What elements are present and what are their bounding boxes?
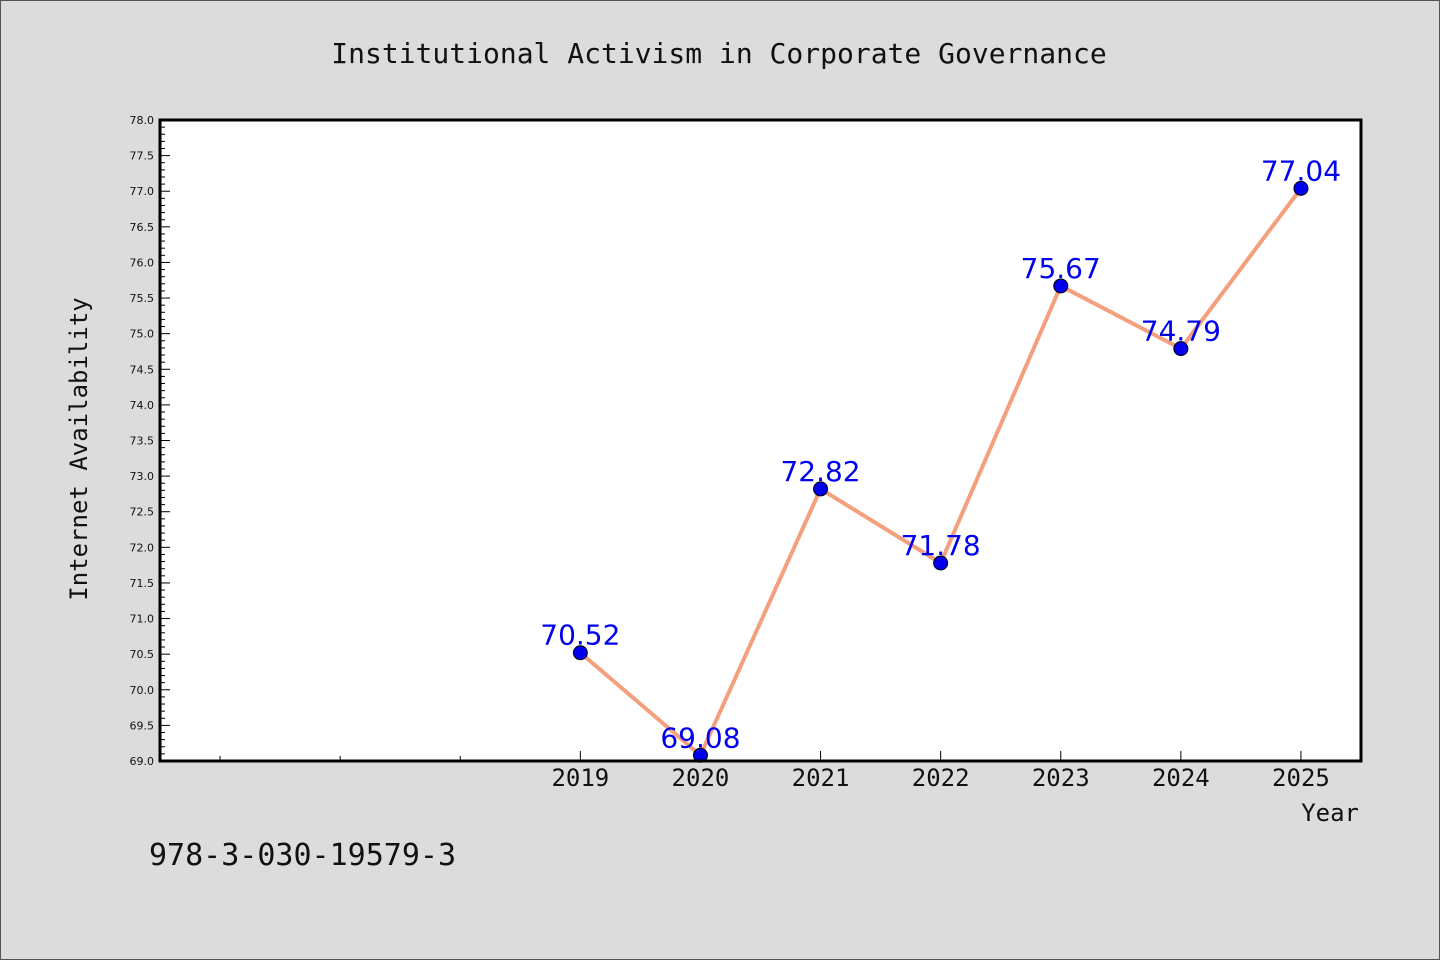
- plot-area: [160, 120, 1361, 761]
- data-label: 71.78: [901, 529, 981, 562]
- y-tick-label: 73.0: [130, 470, 155, 483]
- data-point: [933, 555, 949, 571]
- y-tick-label: 76.5: [130, 221, 155, 234]
- data-point: [1293, 180, 1309, 196]
- y-tick-label: 78.0: [130, 114, 155, 127]
- data-label: 74.79: [1141, 315, 1221, 348]
- annotation-code: 978-3-030-19579-3: [149, 838, 456, 873]
- plot-frame: [158, 118, 1363, 763]
- x-tick-label: 2021: [792, 764, 850, 792]
- y-tick-label: 70.0: [130, 684, 155, 697]
- data-label: 70.52: [540, 619, 620, 652]
- y-tick-label: 75.5: [130, 292, 155, 305]
- y-tick-label: 69.5: [130, 719, 155, 732]
- data-point: [813, 481, 829, 497]
- y-tick-label: 71.0: [130, 613, 155, 626]
- y-tick-label: 77.5: [130, 150, 155, 163]
- x-axis-label: Year: [1301, 799, 1359, 827]
- y-tick-label: 74.5: [130, 363, 155, 376]
- y-tick-label: 71.5: [130, 577, 155, 590]
- y-tick-label: 74.0: [130, 399, 155, 412]
- y-axis-ticks: 69.0 69.5 70.0 70.5 71.0 71.5 72.0 72.5 73.0 73.5…: [130, 114, 170, 768]
- data-label: 69.08: [660, 721, 740, 754]
- data-label: 72.82: [780, 455, 860, 488]
- x-tick-label: 2020: [672, 764, 730, 792]
- data-labels: 70.52 69.08 72.82 71.78 75.67 74.79 77.04: [540, 154, 1341, 754]
- x-tick-label: 2023: [1032, 764, 1090, 792]
- data-point: [1173, 341, 1189, 357]
- y-tick-label: 72.0: [130, 541, 155, 554]
- y-tick-label: 76.0: [130, 256, 155, 269]
- data-point: [572, 645, 588, 661]
- x-tick-label: 2019: [551, 764, 609, 792]
- y-tick-label: 72.5: [130, 506, 155, 519]
- y-tick-label: 75.0: [130, 328, 155, 341]
- x-axis-ticks: 2019 2020 2021 2022 2023 2024 2025: [219, 751, 1330, 792]
- x-tick-label: 2025: [1272, 764, 1330, 792]
- y-axis-label: Internet Availability: [65, 297, 93, 600]
- y-tick-label: 69.0: [130, 755, 155, 768]
- x-tick-label: 2024: [1152, 764, 1210, 792]
- chart-title: Institutional Activism in Corporate Gove…: [331, 37, 1106, 70]
- data-label: 75.67: [1021, 252, 1101, 285]
- data-markers: [572, 180, 1309, 763]
- x-tick-label: 2022: [912, 764, 970, 792]
- data-label: 77.04: [1261, 154, 1341, 187]
- y-tick-label: 77.0: [130, 185, 155, 198]
- y-tick-label: 70.5: [130, 648, 155, 661]
- data-point: [1053, 278, 1069, 294]
- y-tick-label: 73.5: [130, 435, 155, 448]
